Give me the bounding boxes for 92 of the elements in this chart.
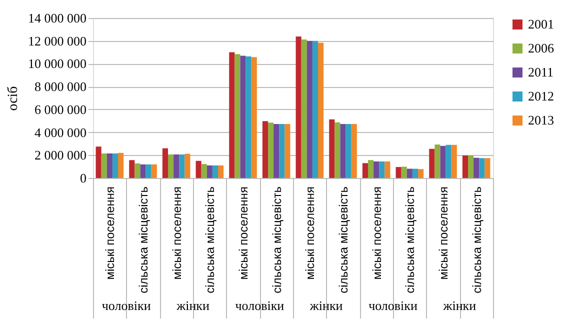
x-tick-label: міські поселення [170,186,184,280]
bar [179,154,185,178]
text: чоловіки [368,298,418,313]
x-tick-label: міські поселення [103,186,118,280]
x-tick-label: міські поселення [303,186,318,280]
bar [151,164,157,178]
text: чоловіки [102,298,151,313]
bar [462,155,468,178]
bar [262,121,268,178]
bar [106,153,112,178]
x-tick-label: сільська місцевість [270,186,284,294]
bar [379,161,385,178]
legend-label: 2013 [528,112,554,128]
bar [396,167,402,178]
y-tick-label: 4 000 000 [34,124,86,140]
bar [146,164,152,178]
bar [218,165,224,178]
bar [468,155,474,178]
bar [229,52,235,178]
x-tick-label: міські поселення [370,186,384,280]
bar [212,165,218,178]
bar [174,154,180,178]
bar [440,146,446,178]
text: жінки [442,298,476,313]
legend-label: 2001 [528,16,554,32]
bar [118,152,124,178]
text: жінки [308,298,343,313]
bar [301,39,307,178]
bar [374,161,380,178]
bar [346,124,352,178]
legend-label: 2012 [528,88,554,104]
legend-label: 2006 [528,40,554,56]
bar [251,57,257,178]
bar [184,154,190,178]
x-tick-label: сільська місцевість [136,186,150,294]
bar [196,160,202,178]
bar [268,122,274,178]
bar [418,169,424,178]
y-tick-label: 14 000 000 [28,10,86,26]
text: жінки [176,298,210,313]
bar [274,124,280,178]
bar [340,124,346,178]
bar [368,160,374,178]
bar [474,158,480,178]
bar [296,36,302,178]
bar [279,124,285,178]
bar [429,148,435,178]
text: чоловіки [235,298,284,313]
bar [201,164,207,178]
bar [206,165,212,178]
bar [246,56,252,178]
bar [479,158,485,178]
y-tick-label: 10 000 000 [28,56,86,72]
bar [162,148,168,178]
bar [446,144,452,178]
bar [318,42,324,178]
x-tick-label: сільська місцевість [336,186,350,294]
bar [101,153,107,178]
y-tick-label: 6 000 000 [34,102,86,117]
y-tick-label: 12 000 000 [28,33,86,48]
bar [240,56,246,178]
bar [406,168,412,178]
y-axis-title: осіб [6,86,21,111]
bar [129,160,135,178]
bar [434,144,440,178]
bar [329,119,335,178]
x-tick-label: міські поселення [236,186,250,280]
bar [351,124,357,178]
x-tick-label: міські поселення [436,186,450,280]
bar [384,161,390,178]
bar [112,153,118,178]
bar [451,144,457,178]
bar [284,124,290,178]
bar [134,163,140,178]
bar [234,54,240,178]
bar [140,164,146,178]
x-tick-label: сільська місцевість [403,186,418,294]
bar [401,166,407,178]
bar [96,146,102,178]
y-tick-label: 8 000 000 [34,79,86,94]
legend-label: 2011 [528,64,554,80]
bar [306,40,312,178]
bar [312,40,318,178]
bar [412,168,418,178]
x-tick-label: сільська місцевість [203,186,218,294]
bar [362,163,368,178]
y-tick-label: 2 000 000 [34,148,86,163]
bar [484,158,490,178]
bar [168,154,174,178]
y-tick-label: 0 [80,170,86,186]
x-tick-label: сільська місцевість [470,186,484,294]
bar [334,122,340,178]
